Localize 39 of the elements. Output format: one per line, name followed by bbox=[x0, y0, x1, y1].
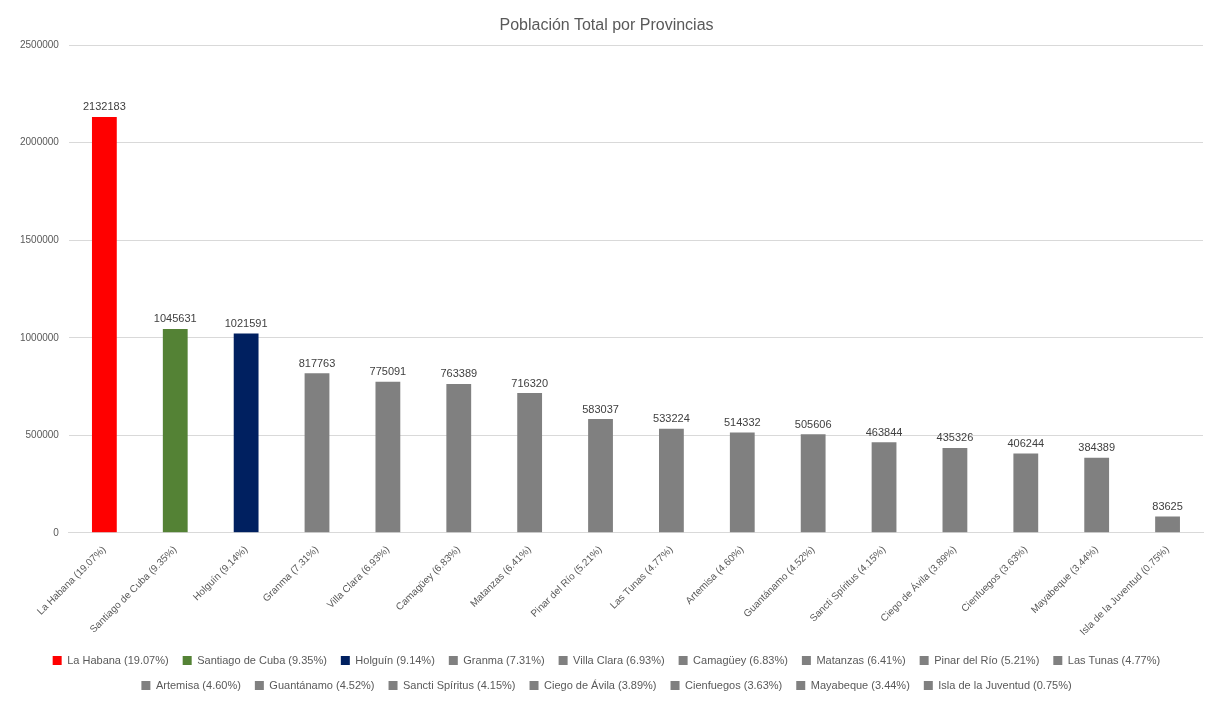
data-label: 514332 bbox=[723, 416, 761, 429]
data-label: 817763 bbox=[298, 356, 336, 369]
data-label: 1045631 bbox=[153, 312, 197, 325]
y-tick-label: 1000000 bbox=[19, 331, 60, 343]
legend-label: Pinar del Río (5.21%) bbox=[934, 653, 1040, 666]
data-label: 83625 bbox=[1152, 500, 1183, 513]
data-label: 2132183 bbox=[82, 100, 126, 113]
legend-label: Cienfuegos (3.63%) bbox=[685, 678, 783, 691]
legend-label: La Habana (19.07%) bbox=[67, 653, 169, 666]
legend-label: Mayabeque (3.44%) bbox=[810, 678, 910, 691]
data-label: 533224 bbox=[653, 412, 690, 425]
data-label: 1021591 bbox=[224, 317, 268, 330]
data-label: 505606 bbox=[794, 417, 832, 430]
data-label: 583037 bbox=[582, 402, 619, 415]
y-tick-label: 2500000 bbox=[19, 38, 60, 50]
y-tick-label: 1500000 bbox=[19, 234, 60, 245]
legend-label: Camagüey (6.83%) bbox=[693, 653, 788, 666]
legend-label: Isla de la Juventud (0.75%) bbox=[938, 678, 1072, 691]
data-label: 716320 bbox=[511, 376, 549, 389]
y-tick-label: 0 bbox=[53, 526, 60, 538]
data-label: 775091 bbox=[369, 365, 407, 378]
legend-label: Holguín (9.14%) bbox=[355, 653, 435, 666]
legend-label: Guantánamo (4.52%) bbox=[269, 678, 375, 691]
data-label: 435326 bbox=[936, 431, 974, 444]
data-label: 384389 bbox=[1078, 441, 1116, 454]
legend-label: Santiago de Cuba (9.35%) bbox=[197, 653, 327, 666]
legend-label: Matanzas (6.41%) bbox=[816, 653, 906, 666]
chart-title: Población Total por Provincias bbox=[499, 16, 714, 34]
data-label: 763389 bbox=[440, 367, 478, 380]
y-tick-label: 500000 bbox=[25, 429, 60, 441]
data-label: 406244 bbox=[1007, 437, 1045, 450]
y-tick-label: 2000000 bbox=[19, 136, 60, 148]
legend-label: Las Tunas (4.77%) bbox=[1067, 653, 1161, 666]
legend-label: Artemisa (4.60%) bbox=[155, 678, 241, 691]
legend-label: Ciego de Ávila (3.89%) bbox=[544, 678, 657, 691]
legend-label: Granma (7.31%) bbox=[463, 653, 545, 666]
data-label: 463844 bbox=[865, 425, 903, 438]
legend-label: Sancti Spíritus (4.15%) bbox=[403, 678, 516, 691]
legend-label: Villa Clara (6.93%) bbox=[573, 653, 665, 666]
